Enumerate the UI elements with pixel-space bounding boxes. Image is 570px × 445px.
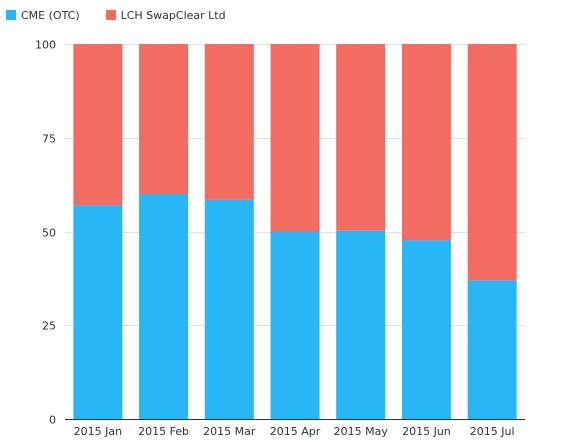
bar-lch-4[interactable] [336,44,386,231]
legend-label-cme: CME (OTC) [21,8,80,22]
y-tick-label-50: 50 [42,227,56,240]
bar-lch-2[interactable] [204,44,254,200]
bar-cme-6[interactable] [467,280,517,419]
y-tick-label-75: 75 [42,133,56,146]
x-tick-label-3: 2015 Apr [270,425,321,438]
bar-cme-2[interactable] [204,199,254,419]
x-tick-label-4: 2015 May [334,425,389,438]
legend-label-lch: LCH SwapClear Ltd [120,8,226,22]
chart-legend: CME (OTC) LCH SwapClear Ltd [0,0,246,30]
x-tick-label-0: 2015 Jan [74,425,122,438]
bar-lch-5[interactable] [401,44,451,241]
x-tick-label-1: 2015 Feb [138,425,189,438]
bar-cme-3[interactable] [270,231,320,420]
bar-cme-1[interactable] [139,194,189,419]
bar-cme-5[interactable] [401,240,451,419]
legend-item-lch[interactable]: LCH SwapClear Ltd [105,8,226,22]
bar-lch-6[interactable] [467,44,517,281]
y-tick-label-0: 0 [49,414,56,427]
bar-lch-3[interactable] [270,44,320,232]
legend-swatch-cme [6,10,16,20]
bar-lch-0[interactable] [73,44,123,206]
y-tick-label-25: 25 [42,320,56,333]
legend-item-cme[interactable]: CME (OTC) [6,9,80,22]
y-tick-label-100: 100 [35,39,56,52]
legend-swatch-lch [105,10,116,20]
x-tick-label-2: 2015 Mar [203,425,256,438]
bar-cme-0[interactable] [73,205,123,419]
x-tick-label-6: 2015 Jul [470,425,515,438]
x-tick-label-5: 2015 Jun [402,425,451,438]
bar-cme-4[interactable] [336,230,386,419]
bar-lch-1[interactable] [139,44,189,194]
